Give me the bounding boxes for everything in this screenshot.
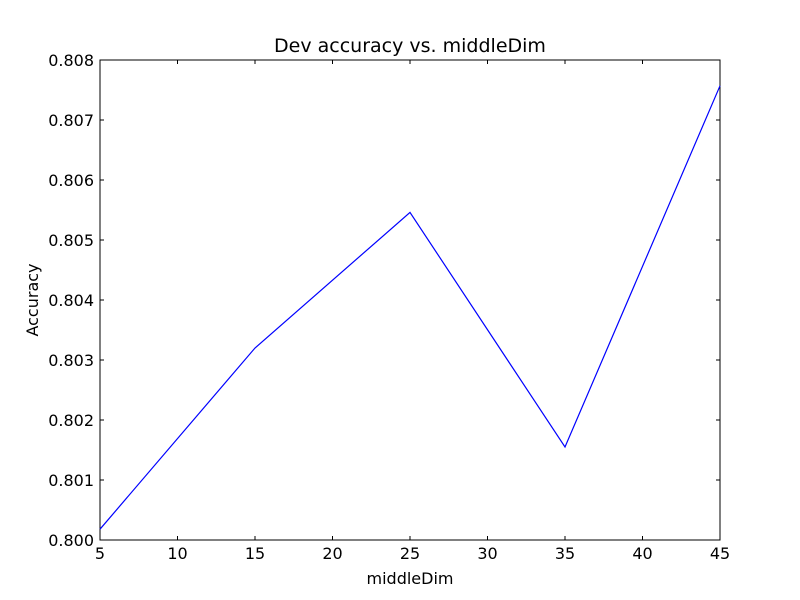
- x-tick-label: 20: [322, 544, 342, 563]
- y-tick-label: 0.802: [48, 411, 94, 430]
- x-axis-ticks: 5 10 15 20 25 30 35 40 45: [95, 60, 730, 563]
- y-tick-label: 0.805: [48, 231, 94, 250]
- y-tick-label: 0.804: [48, 291, 94, 310]
- y-tick-label: 0.801: [48, 471, 94, 490]
- x-tick-label: 30: [477, 544, 497, 563]
- y-tick-label: 0.808: [48, 51, 94, 70]
- plot-area-frame: [99, 59, 721, 541]
- x-tick-label: 45: [710, 544, 730, 563]
- x-axis-label: middleDim: [367, 569, 454, 588]
- x-tick-label: 40: [632, 544, 652, 563]
- x-tick-label: 35: [555, 544, 575, 563]
- y-tick-label: 0.806: [48, 171, 94, 190]
- y-tick-label: 0.803: [48, 351, 94, 370]
- x-tick-label: 10: [167, 544, 187, 563]
- x-tick-label: 5: [95, 544, 105, 563]
- y-tick-label: 0.800: [48, 531, 94, 550]
- y-tick-label: 0.807: [48, 111, 94, 130]
- x-tick-label: 15: [245, 544, 265, 563]
- x-tick-label: 25: [400, 544, 420, 563]
- chart-title: Dev accuracy vs. middleDim: [274, 35, 546, 57]
- y-axis-label: Accuracy: [23, 263, 42, 336]
- y-axis-ticks: 0.800 0.801 0.802 0.803 0.804 0.805 0.806 0.807…: [48, 51, 720, 550]
- series-layer: [99, 85, 721, 530]
- series-line-0: [99, 85, 721, 530]
